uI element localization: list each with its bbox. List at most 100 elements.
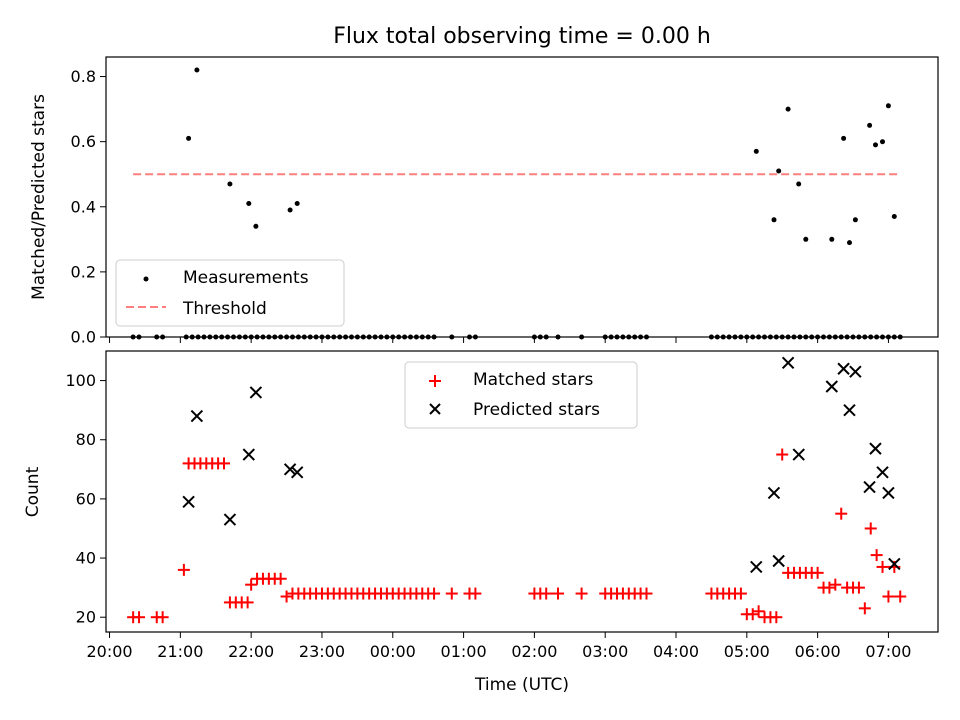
measurement-point — [186, 135, 192, 141]
top-chart-title: Flux total observing time = 0.00 h — [333, 24, 711, 49]
predicted-star-stroke — [767, 486, 781, 500]
top-panel: 0.00.20.40.60.8 Matched/Predicted stars … — [29, 56, 939, 347]
bottom-y-tick-label: 100 — [65, 371, 96, 390]
matched-star-point — [746, 608, 759, 621]
bottom-plot-frame — [105, 350, 939, 633]
matched-star-point — [245, 578, 258, 591]
predicted-star-stroke — [290, 466, 304, 479]
matched-star-point — [864, 522, 877, 535]
top-y-tick-label: 0.0 — [71, 328, 96, 347]
legend-predicted-marker — [429, 403, 441, 415]
matched-star-point — [241, 596, 254, 609]
measurement-point — [776, 168, 782, 174]
measurement-point — [803, 236, 809, 242]
matched-star-point — [858, 602, 871, 615]
bottom-panel: 20 40 60 80 100 20:00 21:00 22:00 23:00 00:00 01:0… — [23, 350, 939, 695]
bottom-x-tick-label: 02:00 — [511, 642, 557, 661]
bottom-data-marks — [127, 356, 907, 624]
bottom-x-tick-label: 06:00 — [795, 642, 841, 661]
matched-star-point — [280, 590, 293, 603]
measurement-point — [785, 106, 791, 112]
predicted-star-point — [837, 362, 850, 375]
bottom-x-tick-label: 07:00 — [865, 642, 911, 661]
bottom-x-axis-label: Time (UTC) — [474, 675, 569, 695]
matched-star-point — [133, 611, 146, 624]
bottom-x-tick-label: 22:00 — [228, 642, 274, 661]
predicted-star-stroke — [792, 448, 805, 461]
matched-star-point — [445, 587, 458, 600]
matched-star-point — [870, 549, 883, 562]
predicted-star-point — [849, 365, 862, 378]
matched-star-point — [852, 581, 865, 594]
predicted-star-stroke — [772, 554, 785, 568]
predicted-star-point — [290, 466, 304, 479]
bottom-x-tick-label: 23:00 — [299, 642, 345, 661]
predicted-star-point — [249, 386, 263, 399]
predicted-star-point — [283, 463, 297, 476]
measurement-point — [194, 67, 200, 73]
predicted-star-point — [242, 448, 256, 461]
predicted-star-point — [781, 356, 795, 370]
measurement-point — [852, 217, 858, 223]
bottom-axes: 20 40 60 80 100 20:00 21:00 22:00 23:00 00:00 01:0… — [65, 371, 911, 661]
predicted-star-stroke — [190, 409, 204, 423]
matched-star-point — [551, 587, 564, 600]
legend-matched-label: Matched stars — [473, 370, 593, 390]
predicted-star-point — [888, 557, 901, 571]
predicted-star-point — [863, 480, 876, 494]
matched-star-point — [776, 448, 789, 461]
predicted-star-stroke — [863, 480, 876, 494]
bottom-legend-box — [404, 361, 638, 429]
predicted-star-point — [792, 448, 805, 461]
bottom-y-tick-label: 20 — [76, 608, 96, 627]
matched-star-point — [177, 563, 190, 576]
predicted-star-point — [767, 486, 781, 500]
top-y-tick-label: 0.4 — [71, 197, 96, 216]
matched-star-point — [428, 587, 441, 600]
measurement-point — [867, 122, 873, 128]
measurement-point — [847, 240, 852, 246]
predicted-star-stroke — [750, 560, 763, 574]
predicted-star-point — [772, 554, 785, 568]
legend-matched-marker — [429, 375, 441, 387]
bottom-y-tick-label: 60 — [76, 489, 96, 508]
matched-star-point — [640, 587, 653, 600]
bottom-legend: Matched stars Predicted stars — [404, 361, 638, 429]
predicted-star-point — [223, 513, 237, 526]
measurement-point — [287, 207, 293, 213]
matched-star-point — [218, 457, 231, 470]
top-legend-box — [115, 259, 345, 327]
matched-star-point — [770, 611, 783, 624]
matched-star-point — [469, 587, 482, 600]
predicted-star-stroke — [869, 442, 882, 455]
bottom-y-tick-label: 80 — [76, 430, 96, 449]
legend-measurements-marker — [143, 276, 149, 282]
predicted-star-point — [190, 409, 204, 423]
measurement-point — [753, 148, 759, 154]
legend-predicted-label: Predicted stars — [473, 400, 600, 420]
predicted-star-stroke — [825, 380, 838, 393]
top-plot-frame — [105, 56, 939, 338]
measurement-point — [841, 135, 847, 141]
predicted-star-stroke — [182, 495, 195, 509]
predicted-star-stroke — [882, 486, 895, 500]
predicted-star-stroke — [876, 466, 889, 479]
predicted-star-stroke — [843, 403, 856, 417]
legend-measurements-label: Measurements — [183, 268, 309, 288]
bottom-x-tick-label: 04:00 — [653, 642, 699, 661]
predicted-star-stroke — [283, 463, 297, 476]
measurement-point — [891, 214, 897, 219]
matched-star-point — [734, 587, 747, 600]
matched-star-point — [876, 560, 889, 573]
matched-star-point — [274, 572, 287, 585]
matched-star-point — [156, 611, 169, 624]
legend-threshold-label: Threshold — [182, 299, 267, 319]
top-y-tick-label: 0.2 — [71, 262, 96, 281]
bottom-x-tick-label: 03:00 — [582, 642, 628, 661]
predicted-star-stroke — [781, 356, 795, 370]
matched-star-point — [823, 581, 836, 594]
measurement-point — [253, 223, 259, 229]
measurement-point — [873, 142, 878, 148]
matched-star-point — [829, 578, 842, 591]
